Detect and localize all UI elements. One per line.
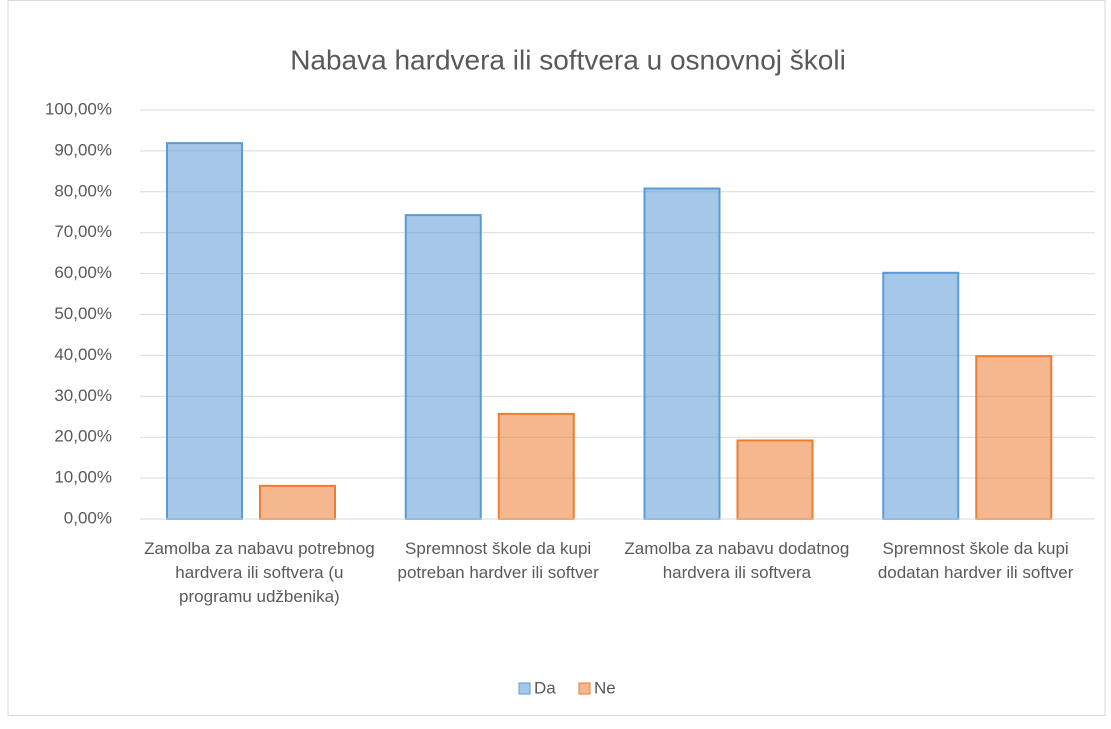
y-tick-label: 30,00% (54, 386, 112, 405)
legend-swatch (578, 682, 591, 695)
x-tick-label-box: Spremnost škole da kupi dodatan hardver … (877, 539, 1074, 582)
bar (736, 439, 814, 520)
y-tick-label: 60,00% (54, 263, 112, 282)
y-tick-label: 0,00% (64, 508, 112, 527)
legend-swatch (518, 682, 531, 695)
y-tick-label: 70,00% (54, 222, 112, 241)
bar (975, 355, 1053, 520)
bar (497, 412, 575, 520)
y-tick-label: 20,00% (54, 427, 112, 446)
y-tick-label: 100,00% (45, 99, 112, 118)
y-tick-label: 90,00% (54, 140, 112, 159)
x-tick-label: Zamolba za nabavu potrebnog hardvera ili… (144, 539, 375, 606)
bar (166, 142, 243, 520)
y-tick-label: 80,00% (54, 181, 112, 200)
y-tick-label: 50,00% (54, 304, 112, 323)
bar (404, 214, 482, 520)
bar (643, 187, 721, 520)
y-tick-label: 10,00% (54, 468, 112, 487)
x-tick-label-box: Zamolba za nabavu potrebnog hardvera ili… (144, 539, 375, 606)
y-tick-label: 40,00% (54, 345, 112, 364)
chart-title: Nabava hardvera ili softvera u osnovnoj … (290, 44, 846, 75)
legend-label: Ne (594, 678, 616, 697)
legend-label: Da (534, 678, 556, 697)
x-tick-label: Spremnost škole da kupi potreban hardver… (397, 539, 599, 582)
x-tick-label-box: Zamolba za nabavu dodatnog hardvera ili … (624, 539, 850, 582)
bar (259, 484, 336, 521)
x-tick-label-box: Spremnost škole da kupi potreban hardver… (397, 539, 599, 582)
bar (882, 271, 960, 521)
x-tick-label: Zamolba za nabavu dodatnog hardvera ili … (624, 539, 850, 582)
x-tick-label: Spremnost škole da kupi dodatan hardver … (877, 539, 1074, 582)
